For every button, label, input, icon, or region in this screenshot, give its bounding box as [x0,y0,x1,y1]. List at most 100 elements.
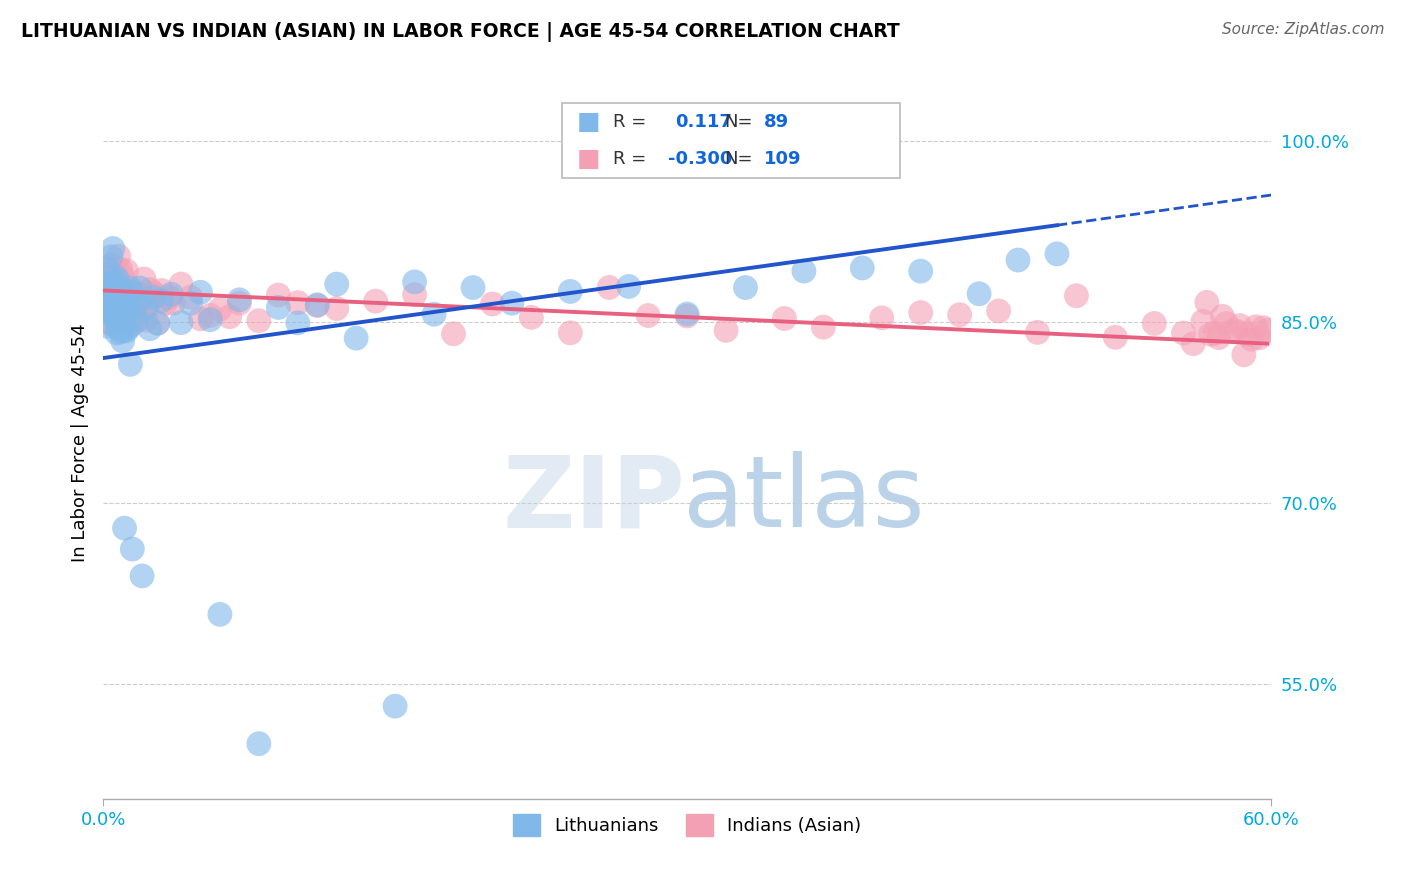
Indians (Asian) [443,326,465,341]
Indians (Asian) [1182,336,1205,351]
Indians (Asian) [247,314,270,328]
Lithuanians [101,290,124,304]
Lithuanians [105,326,128,340]
Lithuanians [121,285,143,300]
Lithuanians [100,287,122,301]
Indians (Asian) [813,320,835,334]
Y-axis label: In Labor Force | Age 45-54: In Labor Force | Age 45-54 [72,323,89,562]
Indians (Asian) [208,302,231,317]
Indians (Asian) [104,303,127,318]
Indians (Asian) [155,296,177,310]
Lithuanians [127,294,149,309]
Indians (Asian) [949,308,972,322]
Indians (Asian) [404,287,426,301]
Text: 89: 89 [763,113,789,131]
Lithuanians [851,260,873,275]
Indians (Asian) [115,288,138,302]
Indians (Asian) [100,317,122,331]
Indians (Asian) [107,288,129,302]
Lithuanians [107,321,129,335]
Lithuanians [101,242,124,256]
Indians (Asian) [121,318,143,332]
Text: ■: ■ [576,111,600,134]
Indians (Asian) [107,249,129,263]
Indians (Asian) [1225,324,1247,338]
Indians (Asian) [107,297,129,311]
Indians (Asian) [120,299,142,313]
Indians (Asian) [114,315,136,329]
Legend: Lithuanians, Indians (Asian): Lithuanians, Indians (Asian) [506,806,869,843]
Indians (Asian) [481,297,503,311]
Indians (Asian) [218,310,240,324]
Lithuanians [104,310,127,324]
Lithuanians [101,305,124,319]
Lithuanians [146,316,169,330]
Indians (Asian) [1211,310,1233,324]
Lithuanians [404,275,426,289]
Lithuanians [287,316,309,330]
Indians (Asian) [127,286,149,301]
Lithuanians [139,322,162,336]
Indians (Asian) [987,304,1010,318]
Indians (Asian) [1240,332,1263,346]
Indians (Asian) [124,298,146,312]
Indians (Asian) [115,264,138,278]
Lithuanians [114,321,136,335]
Lithuanians [98,293,121,308]
Indians (Asian) [104,278,127,293]
Lithuanians [107,295,129,310]
Indians (Asian) [162,296,184,310]
Indians (Asian) [132,272,155,286]
Lithuanians [967,286,990,301]
Indians (Asian) [110,291,132,305]
Indians (Asian) [287,295,309,310]
Indians (Asian) [98,264,121,278]
Lithuanians [1046,247,1069,261]
Lithuanians [121,542,143,557]
Indians (Asian) [98,295,121,310]
Indians (Asian) [1236,327,1258,342]
Indians (Asian) [1253,320,1275,334]
Indians (Asian) [139,283,162,297]
Lithuanians [104,311,127,326]
Text: ■: ■ [576,147,600,170]
Indians (Asian) [1204,326,1226,341]
Indians (Asian) [870,310,893,325]
Text: -0.300: -0.300 [668,150,733,168]
Lithuanians [110,303,132,318]
Indians (Asian) [105,310,128,325]
Indians (Asian) [1249,331,1271,345]
Lithuanians [96,260,118,275]
Indians (Asian) [198,309,221,323]
Lithuanians [105,296,128,310]
Indians (Asian) [136,298,159,312]
Indians (Asian) [676,309,699,323]
Lithuanians [110,282,132,296]
Lithuanians [105,312,128,326]
Indians (Asian) [910,305,932,319]
Lithuanians [676,307,699,321]
Indians (Asian) [94,287,117,301]
Indians (Asian) [1256,323,1278,337]
Indians (Asian) [142,286,165,301]
Indians (Asian) [714,323,737,337]
Indians (Asian) [100,300,122,314]
Indians (Asian) [129,289,152,303]
Indians (Asian) [125,312,148,326]
Indians (Asian) [1208,330,1230,344]
Indians (Asian) [1244,319,1267,334]
Lithuanians [98,284,121,298]
Indians (Asian) [98,285,121,300]
Lithuanians [100,285,122,299]
Lithuanians [307,298,329,312]
Indians (Asian) [107,285,129,299]
Indians (Asian) [1220,324,1243,338]
Lithuanians [190,285,212,300]
Lithuanians [107,320,129,334]
Indians (Asian) [111,285,134,299]
Lithuanians [98,302,121,317]
Indians (Asian) [170,277,193,291]
Lithuanians [101,292,124,306]
Indians (Asian) [101,301,124,315]
Indians (Asian) [150,284,173,298]
